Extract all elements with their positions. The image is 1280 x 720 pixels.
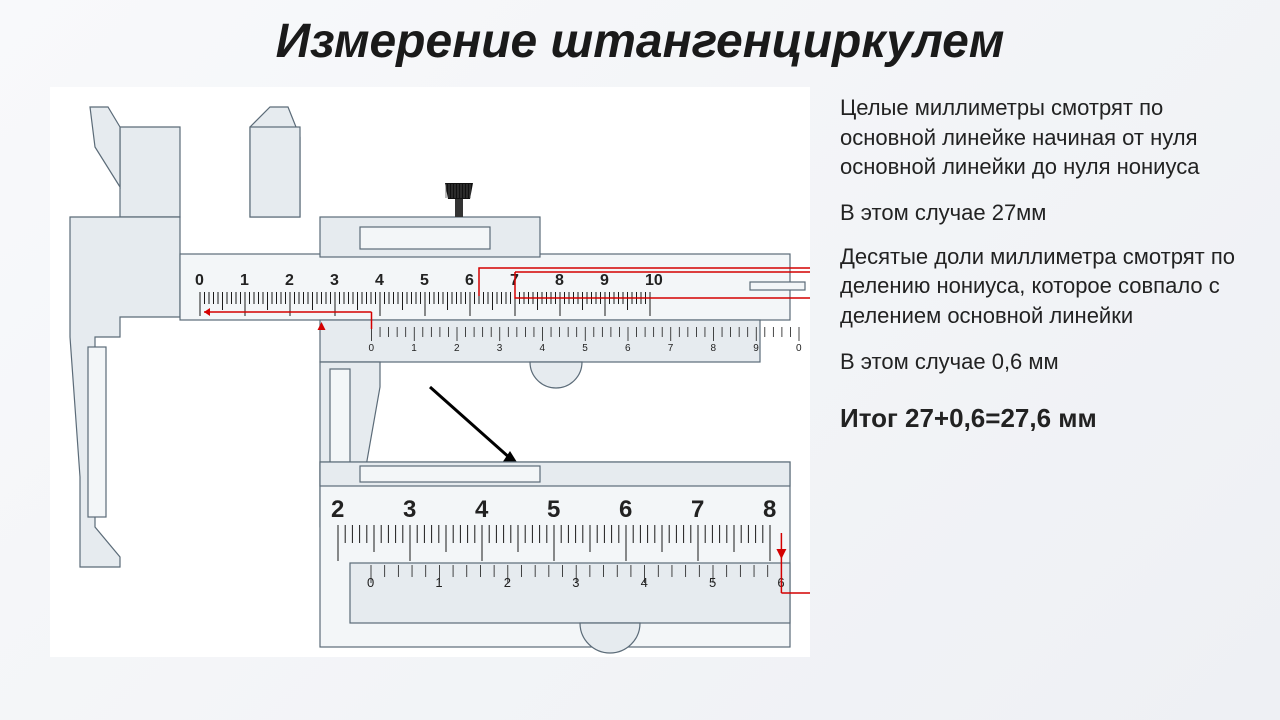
svg-text:8: 8 [763,496,776,523]
svg-text:3: 3 [330,272,339,289]
svg-text:0: 0 [367,575,374,590]
svg-text:9: 9 [600,272,609,289]
svg-text:3: 3 [572,575,579,590]
svg-text:4: 4 [641,575,648,590]
svg-text:2: 2 [331,496,344,523]
svg-text:9: 9 [753,343,759,354]
svg-text:1: 1 [411,343,417,354]
svg-text:3: 3 [497,343,503,354]
svg-text:1: 1 [240,272,249,289]
svg-text:6: 6 [465,272,474,289]
svg-text:0: 0 [369,343,375,354]
result-line: Итог 27+0,6=27,6 мм [840,401,1250,436]
svg-text:7: 7 [691,496,704,523]
explanation-tenths: Десятые доли миллиметра смотрят по делен… [840,242,1250,331]
explanation-column: Целые миллиметры смотрят по основной лин… [840,87,1250,657]
case-tenths: В этом случае 0,6 мм [840,347,1250,377]
caliper-figure: 0123456789100123456789023456780123456 [50,87,810,657]
svg-text:1: 1 [435,575,442,590]
case-whole-mm: В этом случае 27мм [840,198,1250,228]
svg-text:6: 6 [625,343,631,354]
svg-text:4: 4 [375,272,384,289]
svg-text:5: 5 [709,575,716,590]
svg-text:4: 4 [540,343,546,354]
svg-text:10: 10 [645,272,663,289]
svg-text:5: 5 [582,343,588,354]
svg-text:5: 5 [547,496,560,523]
caliper-diagram: 0123456789100123456789023456780123456 [50,87,810,657]
svg-text:4: 4 [475,496,489,523]
svg-text:0: 0 [195,272,204,289]
svg-text:2: 2 [454,343,460,354]
svg-text:2: 2 [504,575,511,590]
explanation-whole-mm: Целые миллиметры смотрят по основной лин… [840,93,1250,182]
svg-text:6: 6 [619,496,632,523]
page-title: Измерение штангенциркулем [0,0,1280,69]
content-row: 0123456789100123456789023456780123456 Це… [0,69,1280,657]
svg-text:8: 8 [555,272,564,289]
svg-text:5: 5 [420,272,429,289]
svg-text:8: 8 [711,343,717,354]
svg-text:2: 2 [285,272,294,289]
svg-text:0: 0 [796,343,802,354]
svg-text:3: 3 [403,496,416,523]
svg-text:7: 7 [668,343,674,354]
